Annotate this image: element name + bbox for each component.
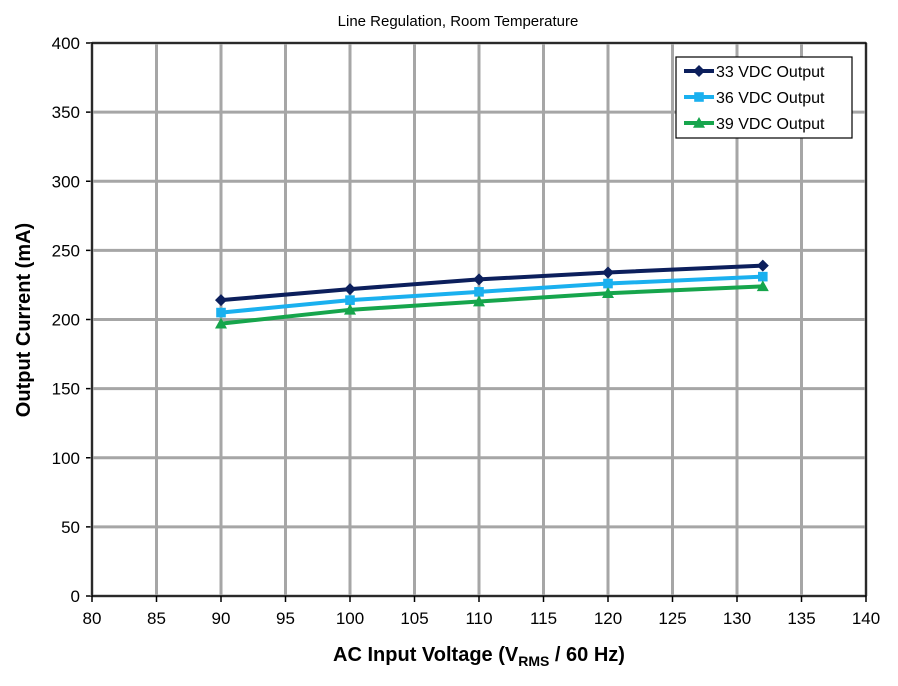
x-tick-label: 110 [465,609,492,628]
y-tick-label: 300 [52,172,80,191]
marker [344,283,356,296]
legend-label: 36 VDC Output [716,90,825,107]
marker [345,295,355,305]
marker [694,92,704,102]
x-label-part: AC Input Voltage (V [333,644,519,666]
x-tick-label: 120 [594,609,622,628]
marker [602,287,614,299]
y-tick-label: 150 [52,380,80,399]
legend-label: 39 VDC Output [716,116,825,133]
marker [215,317,227,329]
y-axis-label: Output Current (mA) [13,223,35,417]
chart-title: Line Regulation, Room Temperature [338,13,579,30]
marker [693,65,705,77]
line [220,263,763,303]
y-tick-label: 250 [52,241,80,260]
x-label-part: / 60 Hz) [549,644,625,666]
x-tick-label: 125 [658,609,686,628]
y-tick-label: 0 [71,587,80,606]
x-label-sub: RMS [518,653,549,669]
marker [758,271,768,282]
x-tick-label: 130 [723,609,751,628]
y-tick-label: 200 [52,311,80,330]
x-axis-label: AC Input Voltage (VRMS / 60 Hz) [333,644,625,669]
marker [756,259,769,272]
marker [756,280,769,292]
x-tick-label: 95 [276,609,295,628]
x-tick-label: 105 [400,609,428,628]
marker [473,295,485,307]
marker [215,294,227,307]
x-tick-label: 85 [147,609,166,628]
y-tick-label: 50 [61,518,80,537]
marker [344,303,356,315]
marker [603,278,613,289]
y-tick-label: 400 [52,34,80,53]
legend-label: 33 VDC Output [716,64,825,81]
marker [473,273,485,286]
x-tick-label: 90 [212,609,231,628]
x-tick-label: 140 [852,609,880,628]
marker [602,266,614,279]
x-tick-label: 135 [787,609,815,628]
y-tick-label: 100 [52,449,80,468]
y-tick-label: 350 [52,103,80,122]
plot-border [91,42,867,597]
x-tick-label: 115 [530,609,557,628]
marker [693,117,705,128]
marker [474,287,484,297]
x-tick-label: 100 [336,609,364,628]
x-tick-label: 80 [83,609,102,628]
marker [216,307,226,318]
